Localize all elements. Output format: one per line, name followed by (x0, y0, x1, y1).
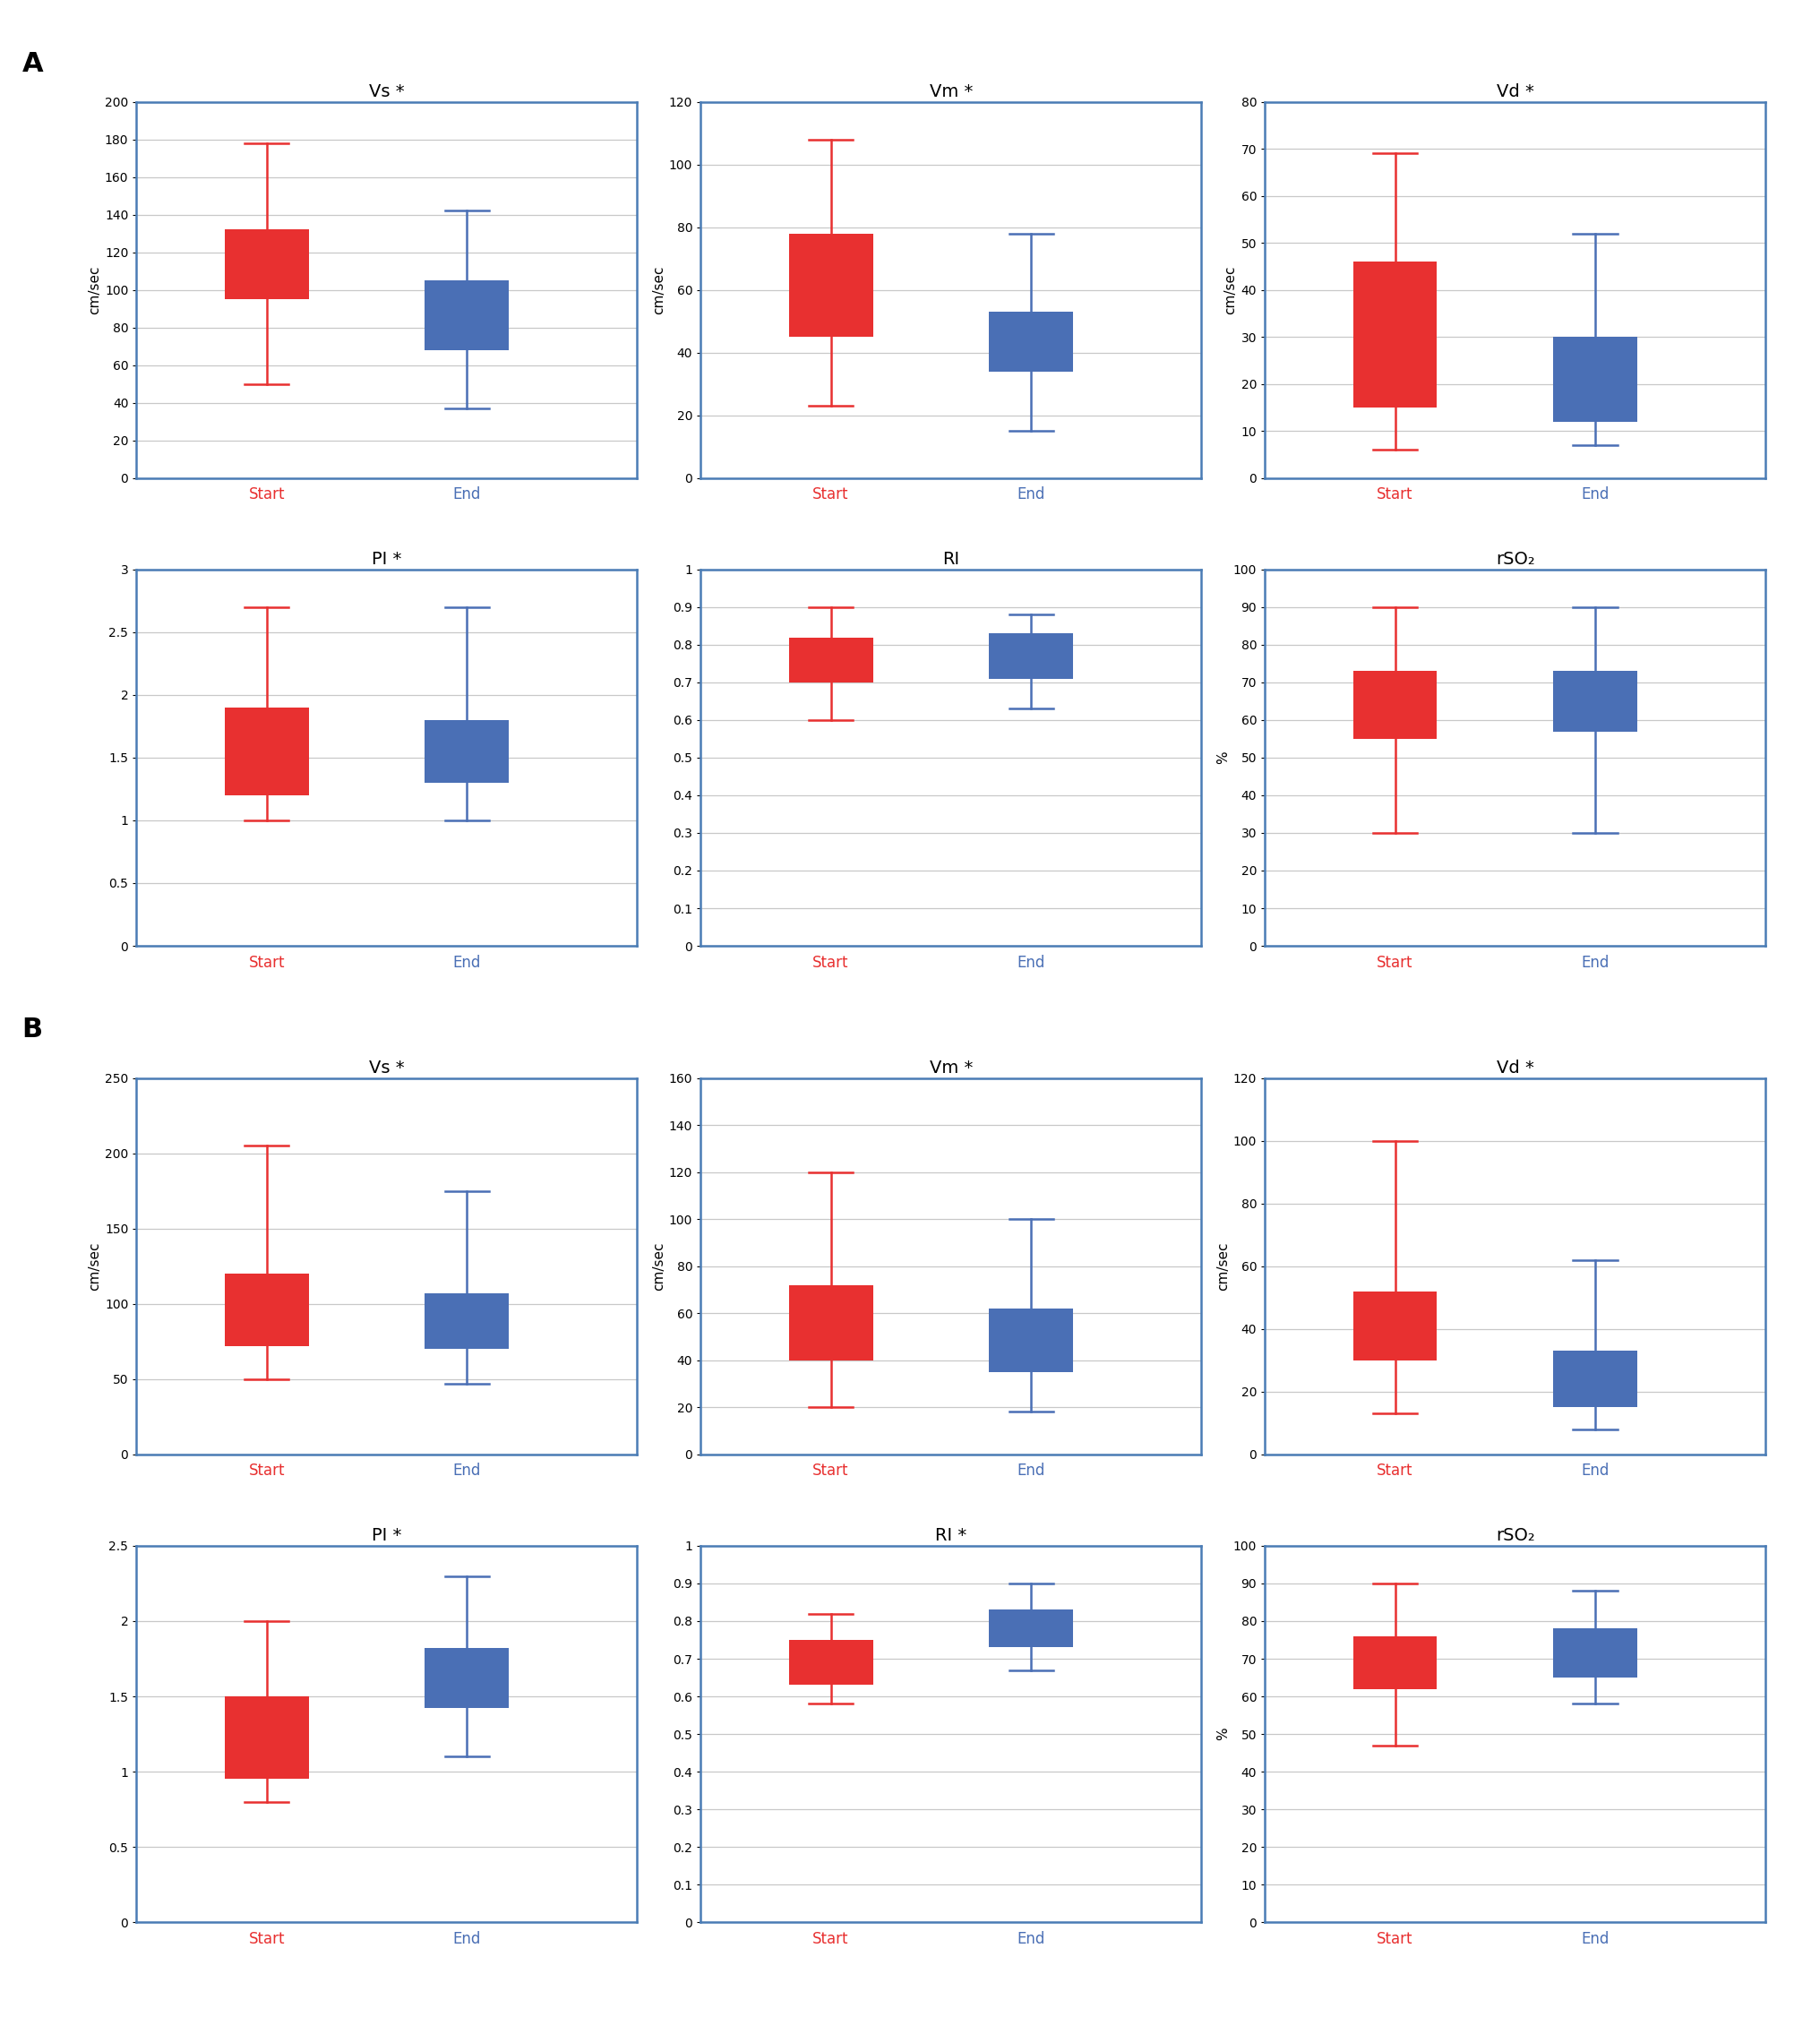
Y-axis label: %: % (1216, 1727, 1230, 1741)
Bar (1352, 1292, 1438, 1361)
Title: Vd *: Vd * (1496, 83, 1534, 100)
Bar (224, 708, 309, 795)
Bar (224, 1696, 309, 1780)
Y-axis label: %: % (1216, 751, 1230, 765)
Bar (988, 311, 1074, 372)
Y-axis label: cm/sec: cm/sec (87, 1243, 102, 1290)
Y-axis label: cm/sec: cm/sec (1223, 266, 1238, 313)
Bar (1552, 671, 1638, 732)
Bar (988, 1609, 1074, 1648)
Y-axis label: cm/sec: cm/sec (652, 266, 666, 313)
Bar (1552, 1629, 1638, 1678)
Bar (424, 281, 510, 350)
Title: Vm *: Vm * (930, 1060, 972, 1076)
Title: PI *: PI * (371, 1528, 402, 1544)
Title: Vm *: Vm * (930, 83, 972, 100)
Title: PI *: PI * (371, 551, 402, 567)
Title: Vs *: Vs * (369, 1060, 404, 1076)
Y-axis label: cm/sec: cm/sec (1216, 1243, 1230, 1290)
Title: Vd *: Vd * (1496, 1060, 1534, 1076)
Bar (224, 230, 309, 299)
Title: RI: RI (943, 551, 959, 567)
Bar (788, 234, 874, 338)
Bar (424, 720, 510, 783)
Bar (788, 1639, 874, 1684)
Bar (988, 1308, 1074, 1373)
Bar (1352, 671, 1438, 738)
Bar (988, 633, 1074, 679)
Title: rSO₂: rSO₂ (1496, 1528, 1534, 1544)
Bar (1352, 1635, 1438, 1688)
Title: Vs *: Vs * (369, 83, 404, 100)
Bar (788, 1285, 874, 1361)
Y-axis label: cm/sec: cm/sec (87, 266, 100, 313)
Bar (788, 637, 874, 683)
Bar (1552, 338, 1638, 421)
Title: RI *: RI * (935, 1528, 966, 1544)
Bar (424, 1294, 510, 1349)
Title: rSO₂: rSO₂ (1496, 551, 1534, 567)
Text: B: B (22, 1017, 42, 1043)
Y-axis label: cm/sec: cm/sec (652, 1243, 664, 1290)
Bar (224, 1273, 309, 1347)
Bar (1352, 262, 1438, 407)
Bar (1552, 1351, 1638, 1408)
Bar (424, 1648, 510, 1709)
Text: A: A (22, 51, 44, 77)
